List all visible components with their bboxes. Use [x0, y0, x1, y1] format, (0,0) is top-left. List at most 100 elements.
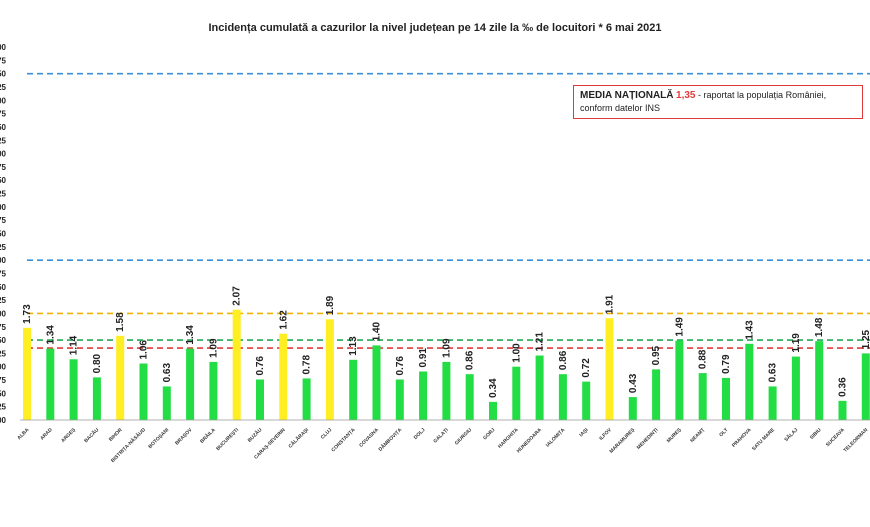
value-label: 1.58: [115, 312, 126, 332]
bar: [46, 348, 55, 420]
category-label: DOLJ: [413, 427, 427, 441]
category-label: BACĂU: [83, 426, 101, 444]
value-label: 1.34: [185, 325, 196, 345]
bar: [372, 345, 381, 420]
value-label: 0.34: [488, 378, 499, 398]
bar: [675, 340, 684, 420]
category-label: OLT: [718, 427, 729, 438]
y-tick-label: 2,50: [0, 283, 7, 292]
bar: [419, 371, 428, 420]
category-label: SIBIU: [809, 427, 823, 441]
bar: [186, 348, 195, 420]
y-tick-label: 2,25: [0, 296, 7, 305]
y-tick-label: 3,00: [0, 256, 7, 265]
y-tick-label: 4,25: [0, 190, 7, 199]
value-label: 0.72: [581, 358, 592, 378]
bar: [302, 378, 311, 420]
category-label: ARAD: [39, 427, 54, 442]
y-tick-label: 0,75: [0, 376, 7, 385]
value-label: 1.48: [814, 317, 825, 337]
bar: [605, 318, 614, 420]
category-label: PRAHOVA: [731, 427, 753, 449]
value-label: 1.09: [208, 338, 219, 358]
value-label: 1.49: [674, 317, 685, 337]
value-label: 1.34: [45, 325, 56, 345]
category-label: TELEORMAN: [843, 427, 870, 454]
category-label: MUREȘ: [666, 427, 683, 444]
y-tick-label: 6,00: [0, 96, 7, 105]
bar: [209, 361, 218, 420]
y-tick-label: 0,25: [0, 403, 7, 412]
bar: [232, 309, 241, 420]
y-tick-label: 1,75: [0, 323, 7, 332]
bar: [535, 355, 544, 420]
category-label: GALAȚI: [432, 427, 450, 445]
y-tick-label: 4,00: [0, 203, 7, 212]
bar: [349, 359, 358, 420]
y-tick-label: 5,50: [0, 123, 7, 132]
bar: [23, 327, 31, 420]
value-label: 0.79: [721, 354, 732, 374]
national-average-value: 1,35: [676, 90, 696, 101]
category-label: ALBA: [16, 427, 30, 441]
category-label: MARAMUREȘ: [609, 427, 637, 455]
category-label: CĂLĂRAȘI: [287, 426, 311, 450]
value-label: 1.00: [511, 343, 522, 363]
bar: [395, 379, 404, 420]
y-tick-label: 7,00: [0, 43, 7, 52]
y-tick-label: 2,00: [0, 309, 7, 318]
bar: [442, 361, 451, 420]
bar: [628, 397, 637, 420]
category-label: IAȘI: [578, 427, 590, 439]
category-label: BOTOȘANI: [147, 427, 170, 450]
y-tick-label: 6,75: [0, 56, 7, 65]
y-tick-label: 4,75: [0, 163, 7, 172]
value-label: 0.43: [628, 373, 639, 393]
y-tick-label: 0,50: [0, 389, 7, 398]
category-label: SATU MARE: [751, 427, 776, 452]
y-tick-label: 0,00: [0, 416, 7, 425]
value-label: 0.76: [255, 356, 266, 376]
y-tick-label: 5,75: [0, 110, 7, 119]
value-label: 1.13: [348, 336, 359, 356]
y-tick-label: 6,50: [0, 70, 7, 79]
bar: [162, 386, 171, 420]
value-label: 1.91: [605, 294, 616, 314]
y-tick-label: 4,50: [0, 176, 7, 185]
national-average-box: MEDIA NAȚIONALĂ 1,35 - raportat la popul…: [573, 85, 863, 119]
value-label: 0.76: [395, 356, 406, 376]
category-label: COVASNA: [358, 427, 380, 449]
bar: [465, 374, 474, 420]
value-label: 2.07: [232, 286, 243, 306]
category-label: DÂMBOVIȚA: [377, 426, 404, 453]
value-label: 0.78: [302, 355, 313, 375]
category-label: CONSTANȚA: [330, 427, 356, 453]
bar: [116, 335, 125, 420]
value-label: 1.89: [325, 295, 336, 315]
category-label: BUZĂU: [246, 426, 264, 444]
category-label: BRAȘOV: [174, 427, 194, 447]
national-average-source: conform datelor INS: [580, 103, 661, 113]
category-label: NEAMȚ: [689, 427, 706, 444]
value-label: 1.14: [69, 335, 80, 355]
bar: [791, 356, 800, 420]
category-label: CLUJ: [320, 427, 334, 441]
value-label: 0.63: [162, 363, 173, 383]
bar: [256, 379, 264, 420]
value-label: 1.40: [372, 321, 383, 341]
bar: [139, 363, 148, 420]
value-label: 1.73: [22, 304, 33, 324]
category-label: BRĂILA: [199, 426, 218, 445]
bar: [652, 369, 661, 420]
category-label: ILFOV: [598, 427, 613, 442]
bar: [861, 353, 870, 420]
category-label: HARGHITA: [497, 427, 520, 450]
y-tick-label: 3,25: [0, 243, 7, 252]
bar: [768, 386, 777, 420]
value-label: 0.86: [558, 350, 569, 370]
value-label: 1.43: [744, 320, 755, 340]
value-label: 0.80: [92, 353, 103, 373]
value-label: 1.19: [791, 333, 802, 353]
y-tick-label: 1,50: [0, 336, 7, 345]
